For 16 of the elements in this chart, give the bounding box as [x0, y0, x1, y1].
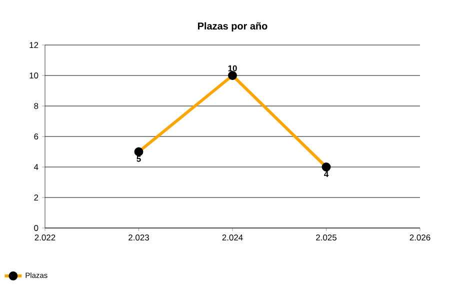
y-tick-label: 0 — [34, 225, 38, 231]
x-tick-label: 2.024 — [222, 234, 243, 240]
data-label: 5 — [136, 156, 141, 162]
y-tick-label: 6 — [34, 134, 38, 140]
y-tick-label: 12 — [30, 42, 38, 48]
x-tick-label: 2.023 — [128, 234, 149, 240]
x-tick-label: 2.025 — [316, 234, 336, 240]
y-tick-label: 8 — [34, 103, 38, 109]
y-tick-label: 10 — [30, 72, 38, 78]
y-tick-label: 4 — [34, 164, 38, 170]
x-tick-label: 2.026 — [410, 234, 430, 240]
chart-title: Plazas por año — [198, 22, 268, 32]
y-tick-label: 2 — [34, 194, 38, 200]
data-label: 10 — [228, 65, 237, 72]
x-tick-label: 2.022 — [34, 234, 56, 240]
data-label: 4 — [324, 171, 329, 178]
